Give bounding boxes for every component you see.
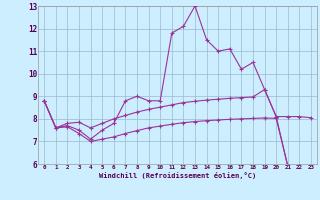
X-axis label: Windchill (Refroidissement éolien,°C): Windchill (Refroidissement éolien,°C) (99, 172, 256, 179)
